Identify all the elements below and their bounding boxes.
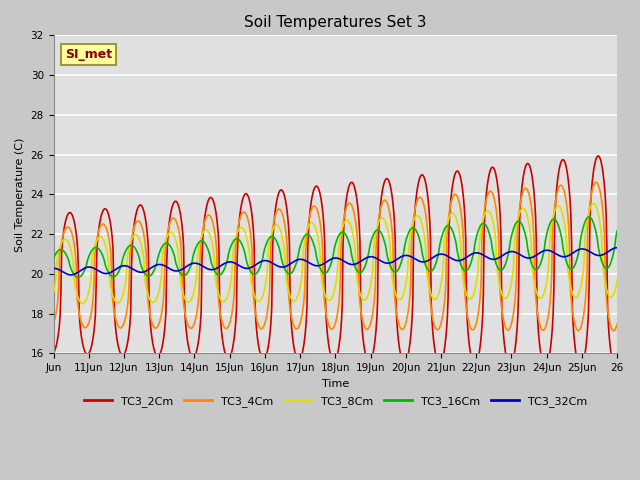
Line: TC3_4Cm: TC3_4Cm — [54, 182, 617, 331]
Legend: TC3_2Cm, TC3_4Cm, TC3_8Cm, TC3_16Cm, TC3_32Cm: TC3_2Cm, TC3_4Cm, TC3_8Cm, TC3_16Cm, TC3… — [79, 392, 591, 411]
TC3_32Cm — [613, 245, 621, 251]
TC3_32Cm — [426, 257, 433, 263]
TC3_32Cm — [67, 272, 75, 278]
TC3_4Cm — [50, 320, 58, 326]
TC3_2Cm — [50, 349, 58, 355]
TC3_8Cm — [269, 226, 277, 231]
TC3_2Cm — [394, 327, 401, 333]
TC3_4Cm — [116, 325, 124, 331]
TC3_8Cm — [248, 282, 256, 288]
TC3_8Cm — [426, 287, 433, 292]
TC3_8Cm — [116, 298, 124, 304]
TC3_4Cm — [613, 321, 621, 327]
TC3_16Cm — [426, 268, 433, 274]
TC3_8Cm — [394, 296, 402, 302]
TC3_4Cm — [247, 237, 255, 242]
TC3_4Cm — [425, 279, 433, 285]
TC3_16Cm — [586, 214, 593, 220]
TC3_2Cm — [425, 206, 433, 212]
TC3_16Cm — [220, 267, 228, 273]
TC3_2Cm — [269, 249, 276, 255]
X-axis label: Time: Time — [322, 379, 349, 389]
Line: TC3_32Cm: TC3_32Cm — [54, 248, 617, 275]
TC3_32Cm — [394, 256, 402, 262]
TC3_8Cm — [613, 277, 621, 283]
TC3_32Cm — [116, 264, 124, 269]
TC3_2Cm — [247, 206, 255, 212]
TC3_2Cm — [612, 366, 620, 372]
TC3_8Cm — [589, 201, 597, 206]
TC3_8Cm — [79, 300, 87, 306]
TC3_4Cm — [220, 322, 227, 328]
Line: TC3_2Cm: TC3_2Cm — [54, 156, 617, 369]
Line: TC3_8Cm: TC3_8Cm — [54, 204, 617, 303]
TC3_16Cm — [248, 270, 256, 276]
TC3_32Cm — [248, 264, 256, 270]
TC3_16Cm — [269, 234, 277, 240]
TC3_4Cm — [269, 227, 276, 233]
TC3_32Cm — [220, 261, 228, 266]
TC3_4Cm — [609, 328, 617, 334]
TC3_32Cm — [269, 261, 277, 266]
Y-axis label: Soil Temperature (C): Soil Temperature (C) — [15, 137, 25, 252]
TC3_2Cm — [594, 153, 602, 159]
Text: SI_met: SI_met — [65, 48, 112, 61]
TC3_16Cm — [50, 255, 58, 261]
TC3_16Cm — [613, 228, 621, 234]
TC3_32Cm — [50, 265, 58, 271]
TC3_2Cm — [220, 342, 227, 348]
TC3_8Cm — [220, 299, 228, 305]
Line: TC3_16Cm: TC3_16Cm — [54, 217, 617, 277]
TC3_4Cm — [592, 180, 600, 185]
TC3_16Cm — [394, 267, 402, 273]
Title: Soil Temperatures Set 3: Soil Temperatures Set 3 — [244, 15, 427, 30]
TC3_2Cm — [613, 365, 621, 371]
TC3_16Cm — [74, 275, 82, 280]
TC3_4Cm — [394, 315, 401, 321]
TC3_8Cm — [50, 289, 58, 295]
TC3_16Cm — [116, 265, 124, 271]
TC3_2Cm — [116, 348, 124, 354]
